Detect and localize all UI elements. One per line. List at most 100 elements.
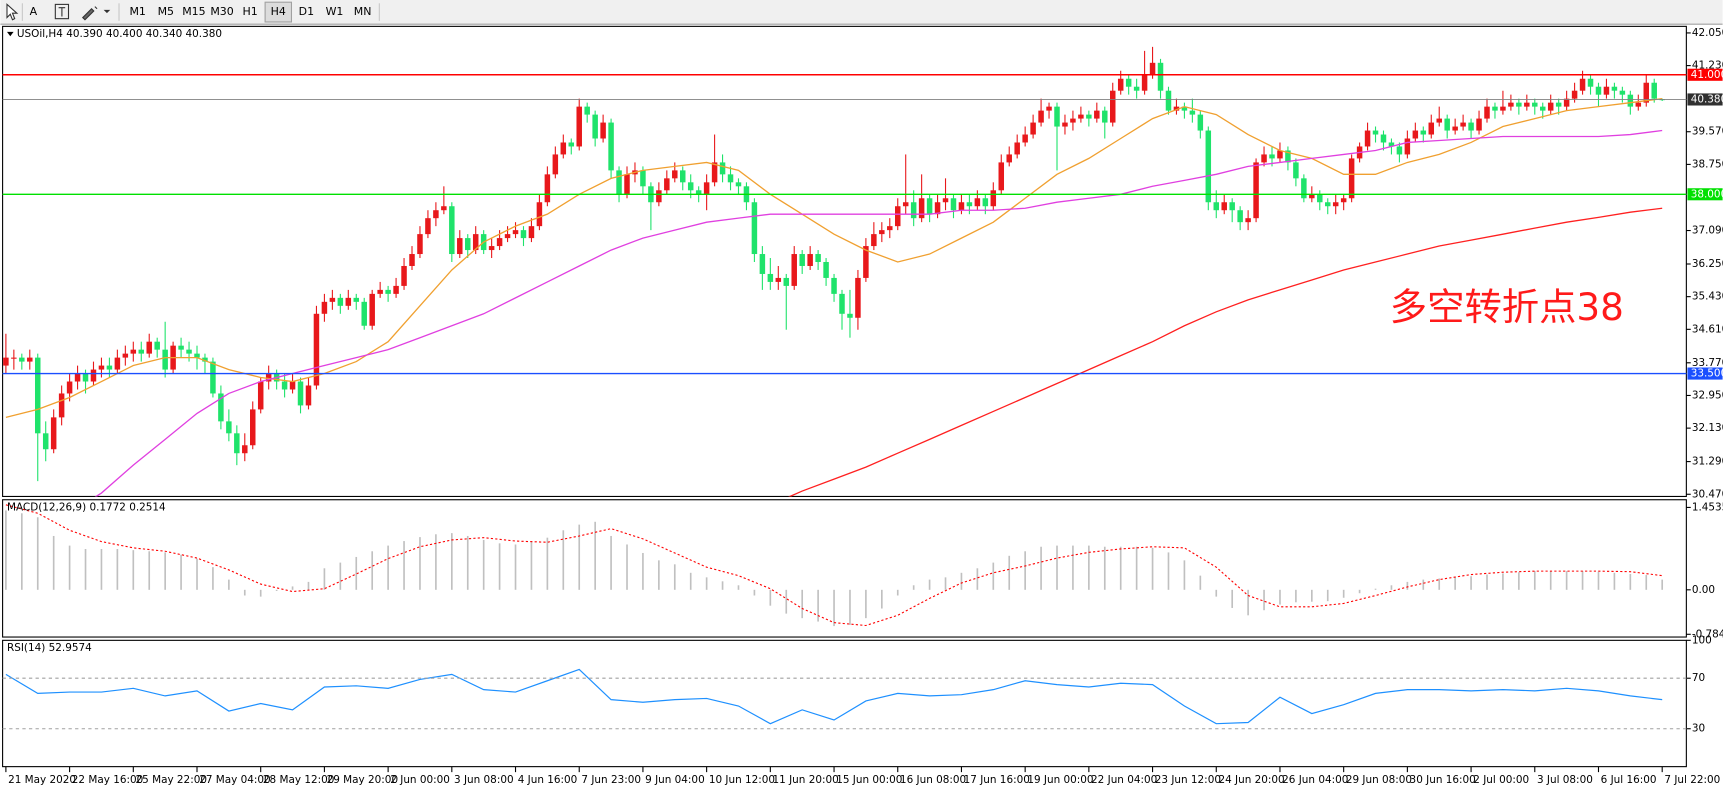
candle-body — [1428, 122, 1435, 135]
timeframe-button[interactable]: H1 — [243, 5, 258, 18]
candle-body — [1611, 86, 1618, 91]
histogram-bar — [1613, 572, 1616, 590]
x-tick-label: 4 Jun 16:00 — [518, 774, 578, 786]
candle-body — [926, 198, 933, 215]
candle-body — [74, 373, 81, 382]
y-tick-label: 34.610 — [1692, 323, 1723, 335]
histogram-bar — [387, 545, 389, 590]
timeframe-button[interactable]: M15 — [182, 5, 205, 18]
histogram-bar — [196, 558, 198, 590]
timeframe-button[interactable]: MN — [354, 5, 372, 18]
candle-body — [441, 206, 447, 211]
panel-label: RSI(14) 52.9574 — [7, 642, 92, 654]
histogram-bar — [259, 589, 262, 597]
candle-body — [815, 254, 821, 263]
candle-body — [353, 297, 360, 302]
candle-body — [568, 142, 575, 147]
candle-body — [457, 238, 463, 255]
candle-body — [767, 273, 774, 282]
candle-body — [528, 226, 535, 239]
candle-body — [425, 218, 431, 235]
candle-body — [839, 293, 845, 314]
candle-body — [1476, 118, 1482, 131]
histogram-bar — [546, 537, 549, 590]
candle-body — [1022, 134, 1028, 143]
candle-body — [1619, 90, 1626, 95]
y-tick-label: 42.050 — [1692, 27, 1723, 39]
x-tick-label: 7 Jun 23:00 — [581, 774, 641, 786]
histogram-bar — [1072, 545, 1074, 590]
timeframe-button[interactable]: D1 — [299, 5, 314, 18]
candle-body — [321, 301, 328, 314]
histogram-bar — [1470, 576, 1472, 590]
draw-tool[interactable] — [82, 6, 98, 21]
histogram-bar — [68, 545, 71, 590]
candle-body — [1524, 102, 1530, 107]
timeframe-button[interactable]: M30 — [210, 5, 233, 18]
histogram-bar — [100, 549, 103, 590]
candle-body — [472, 234, 479, 251]
text-tool[interactable]: A — [30, 5, 38, 18]
x-tick-label: 28 May 12:00 — [263, 774, 334, 786]
histogram-bar — [498, 543, 501, 590]
candle-body — [1412, 130, 1419, 139]
price-label: 40.380 — [1691, 93, 1723, 105]
candle-body — [624, 174, 630, 195]
x-tick-label: 19 Jun 00:00 — [1027, 774, 1093, 786]
candle-body — [1277, 150, 1283, 159]
candle-body — [910, 202, 917, 219]
candle-body — [711, 162, 718, 183]
candle-body — [138, 349, 145, 354]
candle-body — [1444, 118, 1450, 131]
candle-body — [982, 198, 989, 207]
histogram-bar — [84, 549, 87, 590]
candle-body — [1245, 218, 1251, 223]
dropdown-arrow[interactable] — [103, 9, 111, 14]
candle-body — [608, 122, 614, 171]
histogram-bar — [578, 524, 581, 590]
timeframe-button[interactable]: H4 — [271, 5, 286, 18]
candle-body — [194, 353, 200, 358]
cursor-icon[interactable] — [6, 3, 19, 21]
histogram-bar — [1486, 574, 1488, 590]
candle-body — [727, 174, 734, 183]
candle-body — [1532, 102, 1538, 107]
candle-body — [361, 301, 367, 326]
candle-body — [1125, 78, 1132, 87]
timeframe-button[interactable]: M5 — [158, 5, 174, 18]
x-tick-label: 26 Jun 04:00 — [1282, 774, 1348, 786]
moving-average — [788, 207, 1663, 497]
candle-body — [82, 373, 89, 382]
histogram-bar — [1310, 589, 1313, 602]
candle-body — [1117, 78, 1124, 91]
candle-body — [202, 357, 208, 362]
panel-label: MACD(12,26,9) 0.1772 0.2514 — [7, 501, 166, 513]
y-tick-label: 32.130 — [1692, 422, 1723, 434]
y-tick-label: 38.750 — [1692, 158, 1723, 170]
candle-body — [393, 285, 399, 294]
candle-body — [1285, 150, 1291, 163]
histogram-bar — [689, 572, 692, 590]
x-tick-label: 27 May 04:00 — [199, 774, 270, 786]
candle-body — [871, 234, 877, 247]
candle-body — [799, 254, 805, 266]
candle-body — [672, 170, 678, 179]
candle-body — [265, 373, 272, 382]
candle-body — [1229, 202, 1235, 211]
candle-body — [1364, 130, 1371, 147]
histogram-bar — [1151, 547, 1154, 590]
histogram-bar — [944, 577, 947, 590]
label-tool-glyph — [58, 7, 66, 17]
histogram-bar — [737, 585, 740, 590]
timeframe-button[interactable]: W1 — [326, 5, 344, 18]
price-panel — [2, 25, 1687, 497]
histogram-bar — [928, 579, 931, 590]
candle-body — [942, 198, 949, 203]
x-tick-label: 11 Jun 20:00 — [773, 774, 839, 786]
histogram-bar — [450, 533, 453, 590]
candle-body — [775, 277, 782, 282]
timeframe-button[interactable]: M1 — [129, 5, 145, 18]
label-tool[interactable] — [54, 3, 70, 20]
moving-average — [5, 97, 1663, 419]
